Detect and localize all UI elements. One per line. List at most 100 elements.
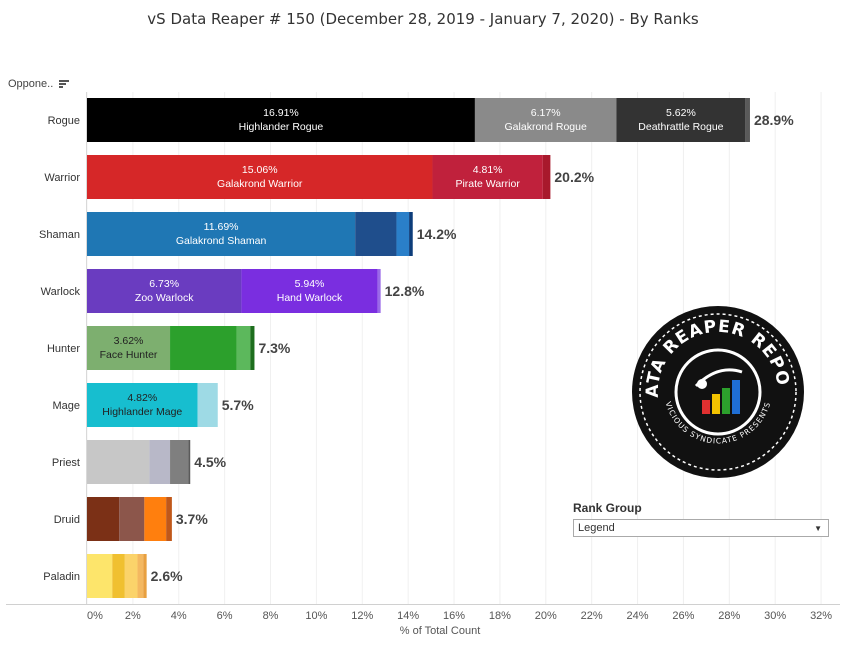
bar-segment bbox=[377, 269, 381, 313]
x-tick-label: 0% bbox=[87, 610, 103, 622]
segment-archetype-label: Highlander Mage bbox=[102, 406, 182, 418]
x-tick-label: 24% bbox=[627, 610, 649, 622]
x-tick-label: 28% bbox=[718, 610, 740, 622]
segment-archetype-label: Highlander Rogue bbox=[239, 121, 324, 133]
bar-segment bbox=[166, 497, 172, 541]
bar-segment bbox=[87, 497, 120, 541]
x-tick-label: 8% bbox=[263, 610, 279, 622]
segment-value-label: 15.06% bbox=[242, 164, 278, 176]
bar-segment bbox=[112, 554, 125, 598]
bar-segment bbox=[170, 440, 189, 484]
segment-value-label: 6.73% bbox=[149, 278, 179, 290]
bar-segment bbox=[87, 269, 242, 313]
total-label: 4.5% bbox=[194, 454, 226, 470]
segment-value-label: 6.17% bbox=[531, 107, 561, 119]
x-tick-label: 30% bbox=[764, 610, 786, 622]
segment-archetype-label: Galakrond Warrior bbox=[217, 178, 303, 190]
bar-segment bbox=[197, 383, 218, 427]
bar-segment bbox=[241, 269, 378, 313]
x-tick-label: 4% bbox=[171, 610, 187, 622]
segment-archetype-label: Deathrattle Rogue bbox=[638, 121, 723, 133]
segment-value-label: 4.81% bbox=[473, 164, 503, 176]
category-label: Warrior bbox=[44, 172, 80, 184]
segment-value-label: 5.94% bbox=[295, 278, 325, 290]
x-tick-label: 26% bbox=[672, 610, 694, 622]
bar-segment bbox=[236, 326, 251, 370]
segment-archetype-label: Galakrond Shaman bbox=[176, 235, 267, 247]
category-label: Hunter bbox=[47, 343, 80, 355]
bar-segment bbox=[250, 326, 255, 370]
bar-segment bbox=[616, 98, 746, 142]
bar-segment bbox=[87, 98, 475, 142]
bar-segment bbox=[355, 212, 397, 256]
segment-archetype-label: Galakrond Rogue bbox=[505, 121, 587, 133]
x-tick-label: 12% bbox=[351, 610, 373, 622]
total-label: 2.6% bbox=[151, 568, 183, 584]
row-header[interactable]: Oppone.. bbox=[8, 78, 70, 90]
total-label: 20.2% bbox=[554, 169, 594, 185]
category-label: Paladin bbox=[43, 571, 80, 583]
bar-segment bbox=[87, 554, 113, 598]
bar-segment bbox=[474, 98, 617, 142]
bar-segment bbox=[432, 155, 543, 199]
x-tick-label: 16% bbox=[443, 610, 465, 622]
sort-icon[interactable] bbox=[59, 80, 70, 88]
rank-group-dropdown[interactable]: Legend ▼ bbox=[573, 519, 829, 537]
x-tick-label: 14% bbox=[397, 610, 419, 622]
rank-group-selected: Legend bbox=[578, 522, 615, 534]
bar-segment bbox=[87, 383, 198, 427]
total-label: 28.9% bbox=[754, 112, 794, 128]
rank-group-filter: Rank Group Legend ▼ bbox=[573, 501, 829, 537]
data-reaper-logo: DATA REAPER REPORT VICIOUS SYNDICATE PRE… bbox=[630, 304, 804, 478]
total-label: 14.2% bbox=[417, 226, 457, 242]
segment-value-label: 4.82% bbox=[127, 392, 157, 404]
bar-segment bbox=[149, 440, 171, 484]
category-label: Warlock bbox=[41, 286, 81, 298]
category-label: Priest bbox=[52, 457, 80, 469]
segment-archetype-label: Hand Warlock bbox=[277, 292, 343, 304]
x-axis-title: % of Total Count bbox=[400, 625, 481, 637]
bar-segment bbox=[119, 497, 145, 541]
bar-segment bbox=[188, 440, 191, 484]
x-tick-label: 6% bbox=[217, 610, 233, 622]
bar-segment bbox=[396, 212, 410, 256]
bar-segment bbox=[143, 554, 147, 598]
row-header-label: Oppone.. bbox=[8, 78, 54, 90]
bar-segment bbox=[144, 497, 167, 541]
chart-title: vS Data Reaper # 150 (December 28, 2019 … bbox=[147, 10, 699, 28]
x-tick-label: 10% bbox=[305, 610, 327, 622]
segment-value-label: 16.91% bbox=[263, 107, 299, 119]
x-tick-label: 32% bbox=[810, 610, 832, 622]
segment-value-label: 5.62% bbox=[666, 107, 696, 119]
bar-segment bbox=[87, 326, 171, 370]
total-label: 12.8% bbox=[385, 283, 425, 299]
rank-group-label: Rank Group bbox=[573, 501, 642, 515]
segment-archetype-label: Face Hunter bbox=[100, 349, 158, 361]
x-tick-label: 22% bbox=[581, 610, 603, 622]
bar-segment bbox=[170, 326, 237, 370]
bar-segment bbox=[137, 554, 144, 598]
total-label: 5.7% bbox=[222, 397, 254, 413]
category-label: Mage bbox=[52, 400, 80, 412]
bar-segment bbox=[745, 98, 750, 142]
bar-segment bbox=[87, 155, 433, 199]
segment-archetype-label: Zoo Warlock bbox=[135, 292, 194, 304]
chevron-down-icon[interactable]: ▼ bbox=[814, 523, 822, 533]
segment-value-label: 3.62% bbox=[114, 335, 144, 347]
segment-archetype-label: Pirate Warrior bbox=[455, 178, 520, 190]
bar-segment bbox=[87, 212, 356, 256]
x-tick-label: 18% bbox=[489, 610, 511, 622]
bar-segment bbox=[409, 212, 413, 256]
x-tick-label: 2% bbox=[125, 610, 141, 622]
bar-segment bbox=[542, 155, 551, 199]
x-tick-label: 20% bbox=[535, 610, 557, 622]
category-label: Druid bbox=[54, 514, 80, 526]
total-label: 3.7% bbox=[176, 511, 208, 527]
segment-value-label: 11.69% bbox=[204, 221, 239, 233]
category-label: Rogue bbox=[48, 115, 80, 127]
category-label: Shaman bbox=[39, 229, 80, 241]
total-label: 7.3% bbox=[258, 340, 290, 356]
bar-segment bbox=[124, 554, 138, 598]
bar-segment bbox=[87, 440, 150, 484]
